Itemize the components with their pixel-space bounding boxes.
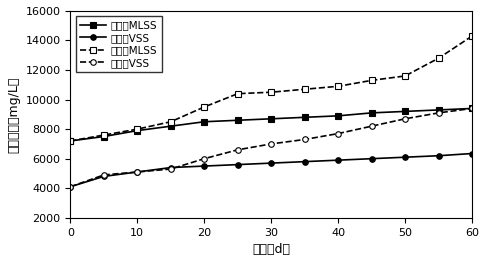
对照组VSS xyxy=(101,173,107,176)
对照组MLSS xyxy=(435,57,441,60)
X-axis label: 时间（d）: 时间（d） xyxy=(252,243,290,256)
实验组VSS xyxy=(302,160,308,163)
对照组MLSS xyxy=(469,34,475,38)
Line: 实验组VSS: 实验组VSS xyxy=(68,151,475,190)
对照组VSS xyxy=(469,107,475,110)
实验组VSS xyxy=(335,159,341,162)
对照组MLSS xyxy=(302,88,308,91)
实验组VSS xyxy=(101,175,107,178)
实验组VSS xyxy=(435,154,441,157)
实验组MLSS xyxy=(335,114,341,117)
对照组VSS xyxy=(268,142,274,145)
实验组MLSS xyxy=(302,116,308,119)
对照组VSS xyxy=(135,170,140,174)
对照组MLSS xyxy=(335,85,341,88)
实验组VSS xyxy=(369,157,375,160)
对照组VSS xyxy=(168,168,174,171)
实验组MLSS xyxy=(402,110,408,113)
对照组MLSS xyxy=(168,120,174,123)
实验组VSS xyxy=(135,170,140,174)
对照组VSS xyxy=(335,132,341,135)
对照组VSS xyxy=(369,125,375,128)
Line: 实验组MLSS: 实验组MLSS xyxy=(68,106,475,144)
对照组VSS xyxy=(302,138,308,141)
对照组MLSS xyxy=(135,128,140,131)
实验组VSS xyxy=(168,166,174,169)
对照组MLSS xyxy=(268,91,274,94)
对照组MLSS xyxy=(101,133,107,136)
Line: 对照组MLSS: 对照组MLSS xyxy=(68,33,475,144)
Line: 对照组VSS: 对照组VSS xyxy=(68,106,475,190)
实验组VSS xyxy=(68,185,73,188)
实验组MLSS xyxy=(201,120,207,123)
实验组VSS xyxy=(235,163,241,166)
实验组MLSS xyxy=(68,139,73,143)
对照组MLSS xyxy=(68,139,73,143)
实验组VSS xyxy=(469,152,475,155)
实验组MLSS xyxy=(469,107,475,110)
对照组MLSS xyxy=(201,105,207,109)
对照组VSS xyxy=(402,117,408,120)
实验组MLSS xyxy=(268,117,274,120)
对照组VSS xyxy=(68,185,73,188)
实验组MLSS xyxy=(235,119,241,122)
实验组MLSS xyxy=(435,108,441,112)
Y-axis label: 污泥浓度（mg/L）: 污泥浓度（mg/L） xyxy=(7,76,20,153)
实验组MLSS xyxy=(135,129,140,132)
对照组MLSS xyxy=(369,79,375,82)
实验组MLSS xyxy=(369,111,375,114)
实验组MLSS xyxy=(168,125,174,128)
Legend: 实验组MLSS, 实验组VSS, 对照组MLSS, 对照组VSS: 实验组MLSS, 实验组VSS, 对照组MLSS, 对照组VSS xyxy=(75,16,162,72)
对照组VSS xyxy=(201,157,207,160)
实验组VSS xyxy=(268,161,274,165)
对照组VSS xyxy=(235,148,241,151)
实验组VSS xyxy=(201,164,207,168)
对照组VSS xyxy=(435,111,441,114)
实验组MLSS xyxy=(101,135,107,138)
对照组MLSS xyxy=(402,74,408,78)
实验组VSS xyxy=(402,156,408,159)
对照组MLSS xyxy=(235,92,241,95)
